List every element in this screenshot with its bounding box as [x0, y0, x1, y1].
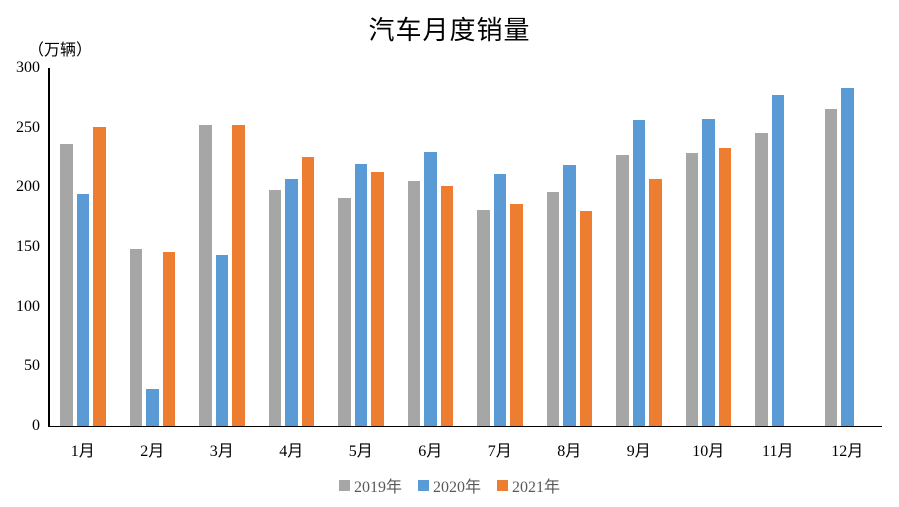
x-axis-label: 2月: [140, 443, 165, 460]
bar: [199, 125, 212, 426]
chart-legend: 2019年 2020年 2021年: [0, 473, 899, 497]
bar: [702, 118, 715, 426]
x-axis-label: 11月: [762, 443, 794, 460]
bar: [301, 157, 314, 426]
y-axis-tick-label: 250: [16, 118, 40, 136]
bar: [563, 165, 576, 426]
bar: [371, 171, 384, 426]
bar: [424, 151, 437, 426]
bar: [771, 95, 784, 426]
bar: [407, 180, 420, 426]
x-axis-label: 5月: [348, 443, 373, 460]
bar: [649, 179, 662, 426]
bar: [129, 249, 142, 426]
x-axis-label: 7月: [487, 443, 512, 460]
bar: [579, 211, 592, 426]
bar: [718, 147, 731, 426]
bar: [285, 178, 298, 426]
bar: [546, 192, 559, 426]
bar: [824, 108, 837, 426]
bar: [493, 173, 506, 426]
x-axis-label: 9月: [626, 443, 651, 460]
x-axis-label: 4月: [279, 443, 304, 460]
y-axis-tick-label: 50: [24, 357, 40, 375]
x-axis-label: 8月: [557, 443, 582, 460]
bar: [215, 255, 228, 426]
y-axis-tick-label: 100: [16, 297, 40, 315]
bar: [338, 197, 351, 426]
legend-label: 2019年: [353, 479, 402, 496]
bar: [616, 154, 629, 426]
bar: [162, 252, 175, 426]
legend-label: 2020年: [432, 479, 481, 496]
x-axis-label: 12月: [831, 443, 864, 460]
x-axis-label: 3月: [209, 443, 234, 460]
y-axis-tick-label: 150: [16, 238, 40, 255]
bar: [477, 210, 490, 426]
y-axis-line: [48, 68, 50, 426]
bar: [76, 194, 89, 426]
legend-swatch: [497, 479, 508, 491]
y-axis-tick-label: 200: [16, 178, 40, 196]
x-axis-line: [48, 425, 882, 427]
bar: [60, 143, 73, 426]
x-axis-label: 10月: [692, 443, 725, 460]
bar: [146, 389, 159, 426]
legend-swatch: [338, 479, 350, 491]
bar: [232, 124, 245, 426]
bar: [440, 185, 453, 426]
bar: [841, 88, 854, 426]
bar: [632, 119, 645, 426]
bar: [354, 164, 367, 426]
x-axis-label: 1月: [70, 443, 95, 460]
legend-item: 2021年: [497, 473, 560, 497]
legend-label: 2021年: [512, 479, 561, 496]
y-axis-unit-label: （万辆）: [28, 42, 93, 59]
x-axis-label: 6月: [418, 443, 443, 460]
y-axis-tick-label: 0: [32, 417, 40, 434]
bar: [268, 189, 281, 426]
legend-swatch: [417, 479, 429, 491]
y-axis-tick-label: 300: [16, 59, 40, 76]
legend-item: 2020年: [417, 473, 481, 497]
chart-title: 汽车月度销量: [368, 16, 531, 45]
bar: [685, 153, 698, 426]
bar: [755, 132, 768, 426]
bar: [510, 203, 523, 426]
legend-item: 2019年: [338, 473, 402, 497]
bar: [93, 127, 106, 426]
